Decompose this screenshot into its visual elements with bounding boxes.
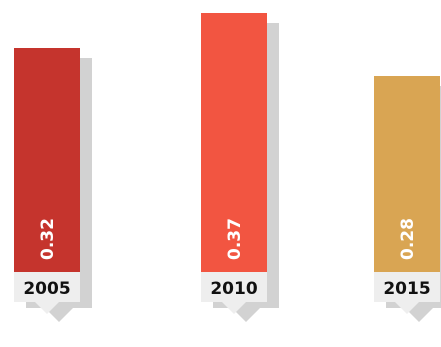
bar-2015 (374, 76, 440, 272)
year-label-2015: 2015 (383, 279, 430, 299)
bars-group: 2005 0.32 2010 0.37 2015 0.28 (14, 13, 441, 322)
year-box-2015 (374, 272, 440, 314)
value-label-2005: 0.32 (38, 218, 58, 260)
year-box-2005 (14, 272, 80, 314)
year-label-2005: 2005 (23, 279, 70, 299)
year-label-2010: 2010 (210, 279, 257, 299)
year-box-2010 (201, 272, 267, 314)
value-label-2015: 0.28 (398, 218, 418, 260)
bar-2010 (201, 13, 267, 272)
value-label-2010: 0.37 (225, 218, 245, 260)
bar-2005 (14, 48, 80, 272)
